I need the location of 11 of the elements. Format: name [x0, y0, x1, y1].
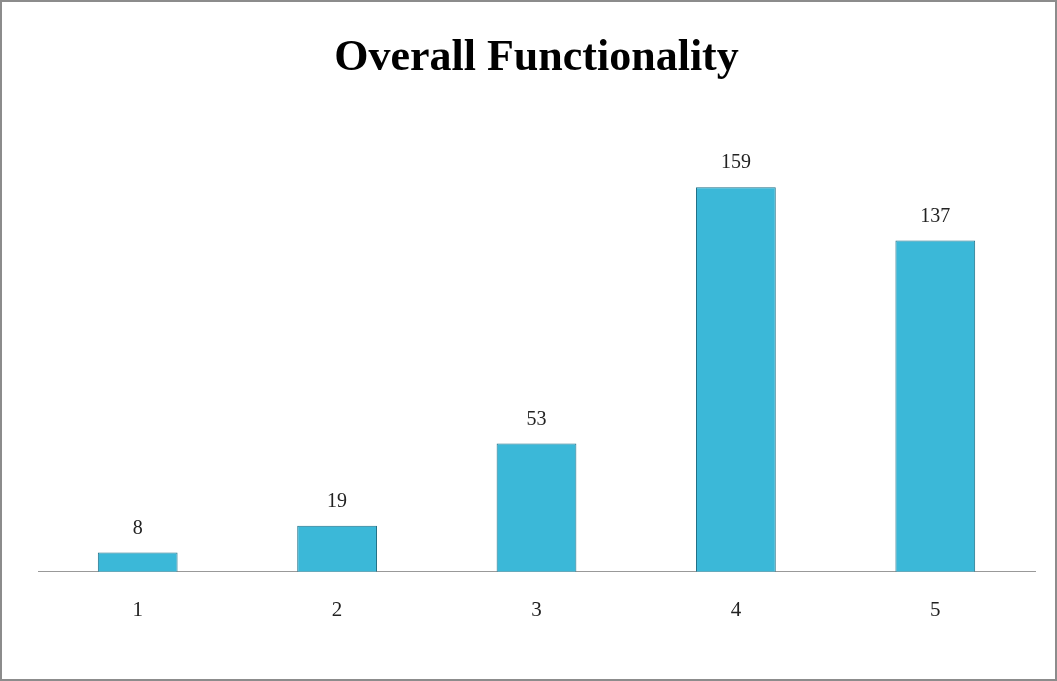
data-label: 159	[720, 150, 751, 173]
chart-title: Overall Functionality	[334, 30, 739, 80]
x-tick-label: 3	[531, 596, 542, 621]
x-tick-label: 2	[331, 596, 343, 621]
x-tick-label: 4	[730, 596, 742, 621]
data-label: 53	[526, 406, 547, 429]
data-label: 19	[327, 489, 348, 512]
x-tick-label: 5	[930, 596, 941, 621]
data-label: 8	[132, 515, 143, 538]
data-label: 137	[920, 203, 951, 226]
x-tick-label: 1	[132, 596, 143, 621]
